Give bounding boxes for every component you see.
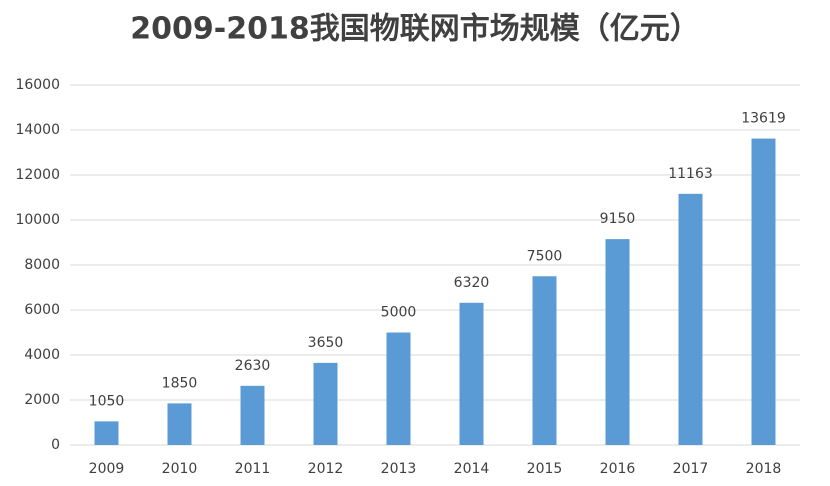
bar <box>167 403 192 445</box>
bar <box>678 193 703 445</box>
bar <box>240 385 265 445</box>
bar <box>386 332 411 445</box>
y-tick-label: 14000 <box>15 122 60 138</box>
x-tick-label: 2012 <box>308 461 344 477</box>
x-tick-label: 2014 <box>454 461 490 477</box>
bar <box>751 138 776 445</box>
x-tick-label: 2015 <box>527 461 563 477</box>
data-label: 11163 <box>668 166 713 182</box>
data-label: 6320 <box>454 275 490 291</box>
y-tick-label: 2000 <box>24 392 60 408</box>
data-label: 2630 <box>235 358 271 374</box>
data-label: 9150 <box>600 211 636 227</box>
x-tick-label: 2016 <box>600 461 636 477</box>
bar <box>459 302 484 445</box>
y-tick-label: 6000 <box>24 302 60 318</box>
y-tick-label: 16000 <box>15 77 60 93</box>
x-tick-label: 2010 <box>162 461 198 477</box>
y-tick-label: 8000 <box>24 257 60 273</box>
x-tick-label: 2013 <box>381 461 417 477</box>
data-label: 1050 <box>89 393 125 409</box>
x-tick-label: 2009 <box>89 461 125 477</box>
data-label: 3650 <box>308 335 344 351</box>
bar <box>605 239 630 445</box>
y-tick-label: 10000 <box>15 212 60 228</box>
x-tick-label: 2017 <box>673 461 709 477</box>
data-label: 7500 <box>527 248 563 264</box>
y-tick-label: 4000 <box>24 347 60 363</box>
data-label: 13619 <box>741 111 786 127</box>
bar <box>94 421 119 445</box>
chart-title: 2009-2018我国物联网市场规模（亿元） <box>130 12 699 47</box>
x-tick-label: 2018 <box>746 461 782 477</box>
y-tick-label: 12000 <box>15 167 60 183</box>
y-tick-label: 0 <box>51 437 60 453</box>
data-label: 1850 <box>162 375 198 391</box>
bar <box>313 362 338 445</box>
bar <box>532 276 557 445</box>
x-tick-label: 2011 <box>235 461 271 477</box>
data-label: 5000 <box>381 305 417 321</box>
